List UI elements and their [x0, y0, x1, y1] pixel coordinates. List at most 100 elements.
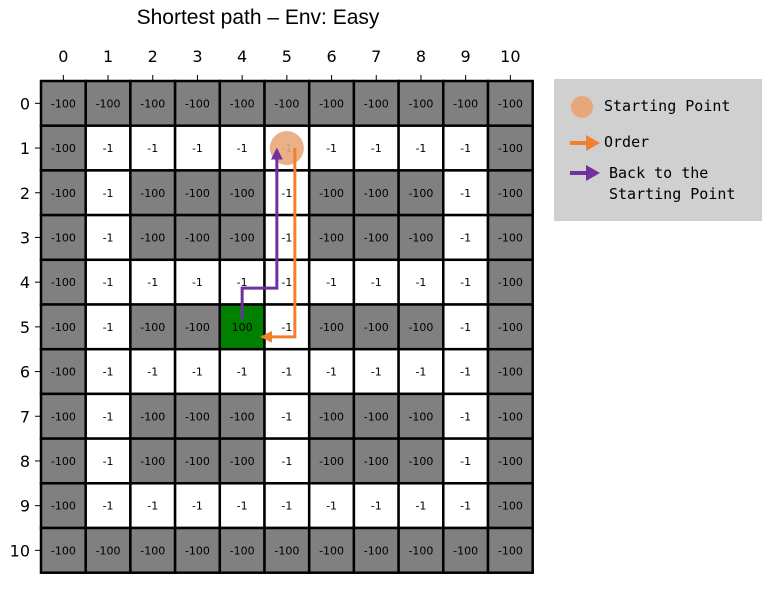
cell-value-r8-c4: -100	[230, 455, 255, 468]
cell-value-r9-c9: -1	[460, 500, 471, 513]
cell-value-r2-c5: -1	[281, 187, 292, 200]
cell-value-r8-c7: -100	[364, 455, 389, 468]
cell-value-r6-c6: -1	[326, 366, 337, 379]
open-cell-r4-c3	[173, 258, 222, 306]
starting-point-marker	[269, 131, 304, 166]
open-cell-r9-c7	[352, 482, 400, 530]
cell-value-r0-c3: -100	[185, 97, 210, 110]
cell-value-r5-c9: -1	[460, 321, 471, 334]
cell-value-r7-c10: -100	[498, 410, 523, 423]
x-tick-label-9: 9	[461, 47, 471, 66]
wall-cell-r10-c8	[397, 526, 445, 574]
wall-cell-r5-c7	[352, 303, 400, 351]
cell-value-r3-c1: -1	[103, 231, 114, 244]
cell-value-r9-c5: -1	[281, 500, 292, 513]
y-tick-label-0: 0	[20, 94, 30, 113]
cell-value-r8-c8: -100	[408, 455, 433, 468]
cell-value-r1-c4: -1	[237, 142, 248, 155]
cell-value-r4-c5: -1	[281, 276, 292, 289]
wall-cell-r6-c0	[39, 347, 87, 396]
y-tick-label-10: 10	[10, 541, 30, 560]
open-cell-r1-c3	[173, 124, 222, 172]
cell-value-r1-c2: -1	[147, 142, 158, 155]
y-tick-label-1: 1	[20, 139, 30, 158]
y-tick-label-3: 3	[20, 228, 30, 247]
cell-value-r1-c7: -1	[371, 142, 382, 155]
cell-value-r10-c2: -100	[140, 544, 165, 557]
cell-value-r6-c10: -100	[498, 366, 523, 379]
cell-value-r6-c8: -1	[415, 366, 426, 379]
x-tick-label-7: 7	[371, 47, 381, 66]
cell-value-r0-c1: -100	[96, 97, 121, 110]
cell-value-r10-c7: -100	[364, 544, 389, 557]
cell-value-r10-c5: -100	[274, 544, 299, 557]
cell-value-r3-c10: -100	[498, 231, 523, 244]
wall-cell-r10-c10	[486, 526, 534, 574]
cell-value-r3-c2: -100	[140, 231, 165, 244]
wall-cell-r0-c5	[263, 79, 311, 127]
cell-value-r1-c8: -1	[415, 142, 426, 155]
cell-value-r4-c8: -1	[415, 276, 426, 289]
open-cell-r9-c8	[397, 482, 445, 530]
cell-value-r6-c0: -100	[51, 366, 76, 379]
cell-value-r0-c8: -100	[408, 97, 433, 110]
cell-value-r6-c2: -1	[147, 366, 158, 379]
open-cell-r5-c9	[442, 303, 490, 351]
cell-value-r6-c1: -1	[103, 366, 114, 379]
open-cell-r1-c8	[397, 124, 445, 172]
legend-item-start: Starting Point	[554, 87, 762, 127]
cell-value-r10-c0: -100	[51, 544, 76, 557]
wall-cell-r10-c3	[173, 526, 222, 574]
cell-value-r1-c9: -1	[460, 142, 471, 155]
wall-cell-r5-c6	[307, 303, 356, 351]
order-arrow-icon	[570, 135, 600, 151]
cell-value-r2-c0: -100	[51, 187, 76, 200]
wall-cell-r9-c10	[486, 482, 534, 530]
cell-value-r7-c0: -100	[51, 410, 76, 423]
wall-cell-r3-c10	[486, 213, 534, 262]
cell-value-r6-c4: -1	[237, 366, 248, 379]
cell-value-r7-c8: -100	[408, 410, 433, 423]
cell-value-r9-c8: -1	[415, 500, 426, 513]
cell-value-r2-c3: -100	[185, 187, 210, 200]
cell-value-r2-c10: -100	[498, 187, 523, 200]
cell-value-r3-c4: -100	[230, 231, 255, 244]
cell-value-r4-c10: -100	[498, 276, 523, 289]
cell-value-r8-c0: -100	[51, 455, 76, 468]
y-tick-label-8: 8	[20, 452, 30, 471]
cell-value-r9-c2: -1	[147, 500, 158, 513]
cell-value-r5-c7: -100	[364, 321, 389, 334]
cell-value-r4-c0: -100	[51, 276, 76, 289]
x-tick-label-6: 6	[326, 47, 336, 66]
x-tick-label-5: 5	[282, 47, 292, 66]
cell-value-r1-c0: -100	[51, 142, 76, 155]
legend: Starting Point Order Back to the Startin…	[554, 79, 762, 221]
cell-value-r7-c4: -100	[230, 410, 255, 423]
cell-value-r0-c0: -100	[51, 97, 76, 110]
cell-value-r2-c8: -100	[408, 187, 433, 200]
y-tick-label-4: 4	[20, 273, 30, 292]
cell-value-r0-c6: -100	[319, 97, 344, 110]
cell-value-r7-c1: -1	[103, 410, 114, 423]
cell-value-r4-c9: -1	[460, 276, 471, 289]
cell-value-r9-c10: -100	[498, 500, 523, 513]
cell-value-r3-c0: -100	[51, 231, 76, 244]
wall-cell-r3-c2	[129, 213, 177, 262]
cell-value-r1-c3: -1	[192, 142, 203, 155]
cell-value-r7-c5: -1	[281, 410, 292, 423]
wall-cell-r7-c2	[129, 392, 177, 440]
wall-cell-r10-c2	[129, 526, 177, 574]
cell-value-r10-c6: -100	[319, 544, 344, 557]
cell-value-r4-c2: -1	[147, 276, 158, 289]
cell-value-r8-c9: -1	[460, 455, 471, 468]
cell-value-r0-c4: -100	[230, 97, 255, 110]
wall-cell-r8-c10	[486, 437, 534, 485]
grid-map: -100 -100 -100 -100 -100 -100 -100 -100 -100 -100…	[10, 47, 534, 574]
cell-value-r8-c6: -100	[319, 455, 344, 468]
cell-value-r4-c7: -1	[371, 276, 382, 289]
x-tick-label-2: 2	[148, 47, 158, 66]
cell-value-r3-c6: -100	[319, 231, 344, 244]
starting-point-icon	[571, 96, 593, 118]
cell-value-r6-c3: -1	[192, 366, 203, 379]
cell-value-r5-c10: -100	[498, 321, 523, 334]
